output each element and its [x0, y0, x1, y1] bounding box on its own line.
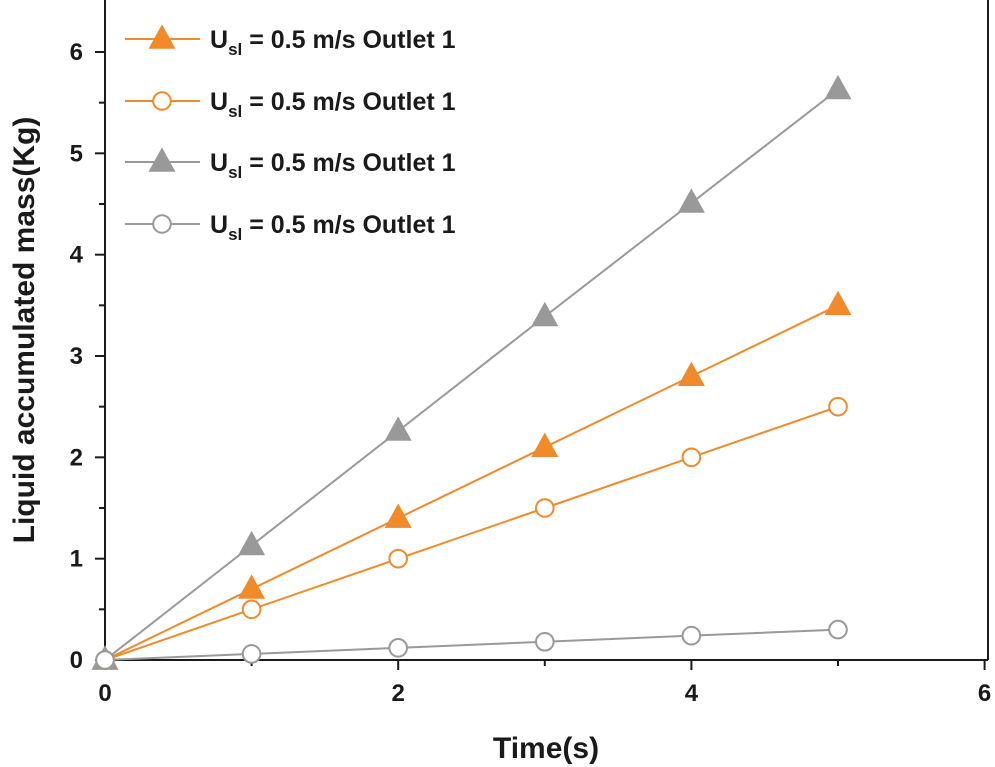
- series-line: [104, 304, 839, 661]
- data-point: [384, 503, 412, 528]
- data-point: [531, 301, 559, 327]
- series-3: [91, 74, 852, 670]
- x-axis-title: Time(s): [493, 732, 599, 765]
- legend-marker: [152, 214, 172, 234]
- data-point: [531, 432, 559, 457]
- data-point: [535, 631, 555, 652]
- series-4: [95, 619, 848, 670]
- x-tick-label: 0: [98, 680, 111, 707]
- data-point: [535, 498, 555, 518]
- data-point: [388, 638, 409, 658]
- series-layer: [91, 74, 852, 670]
- data-point: [241, 599, 262, 620]
- data-point: [824, 74, 852, 100]
- y-tick-label: 0: [70, 647, 83, 674]
- axis-ticks: 0 2 4 6 0 1 2 3 4 5 6: [70, 39, 992, 707]
- series-2: [95, 396, 848, 670]
- y-tick-label: 1: [70, 546, 83, 573]
- legend-item-3: Usl = 0.5 m/s Outlet 1: [125, 147, 456, 182]
- legend-item-1: Usl = 0.5 m/s Outlet 1: [125, 24, 456, 59]
- data-point: [681, 447, 702, 468]
- legend-item-2: Usl = 0.5 m/s Outlet 1: [125, 88, 456, 121]
- data-point: [388, 548, 409, 569]
- data-point: [824, 290, 852, 316]
- plot-frame: [104, 0, 989, 661]
- y-tick-label: 5: [70, 140, 83, 167]
- series-line: [104, 628, 839, 661]
- x-tick-label: 4: [685, 680, 699, 707]
- x-tick-label: 6: [978, 680, 991, 707]
- data-point: [241, 644, 262, 664]
- legend-label: Usl = 0.5 m/s Outlet 1: [210, 26, 456, 59]
- data-point: [828, 619, 848, 640]
- data-point: [677, 361, 705, 387]
- y-axis-title: Liquid accumulated mass(Kg): [8, 117, 41, 544]
- data-point: [238, 530, 266, 556]
- data-point: [384, 416, 412, 441]
- legend-marker: [148, 147, 176, 172]
- legend-label: Usl = 0.5 m/s Outlet 1: [210, 149, 456, 182]
- data-point: [681, 625, 702, 646]
- data-point: [238, 574, 266, 599]
- legend-item-4: Usl = 0.5 m/s Outlet 1: [125, 211, 456, 244]
- y-tick-label: 3: [70, 343, 83, 370]
- legend-marker: [148, 24, 176, 49]
- data-point: [828, 396, 848, 417]
- data-point: [95, 650, 115, 670]
- y-tick-label: 2: [70, 444, 83, 471]
- x-tick-label: 2: [392, 680, 405, 707]
- y-tick-label: 4: [70, 242, 84, 269]
- legend-label: Usl = 0.5 m/s Outlet 1: [210, 211, 456, 244]
- data-point: [677, 188, 705, 213]
- legend-marker: [152, 91, 172, 111]
- y-tick-label: 6: [70, 39, 83, 66]
- series-line: [104, 405, 839, 661]
- series-1: [91, 290, 852, 670]
- series-line: [104, 88, 839, 661]
- legend-label: Usl = 0.5 m/s Outlet 1: [210, 88, 456, 121]
- legend: Usl = 0.5 m/s Outlet 1 Usl = 0.5 m/s Outl…: [125, 24, 456, 244]
